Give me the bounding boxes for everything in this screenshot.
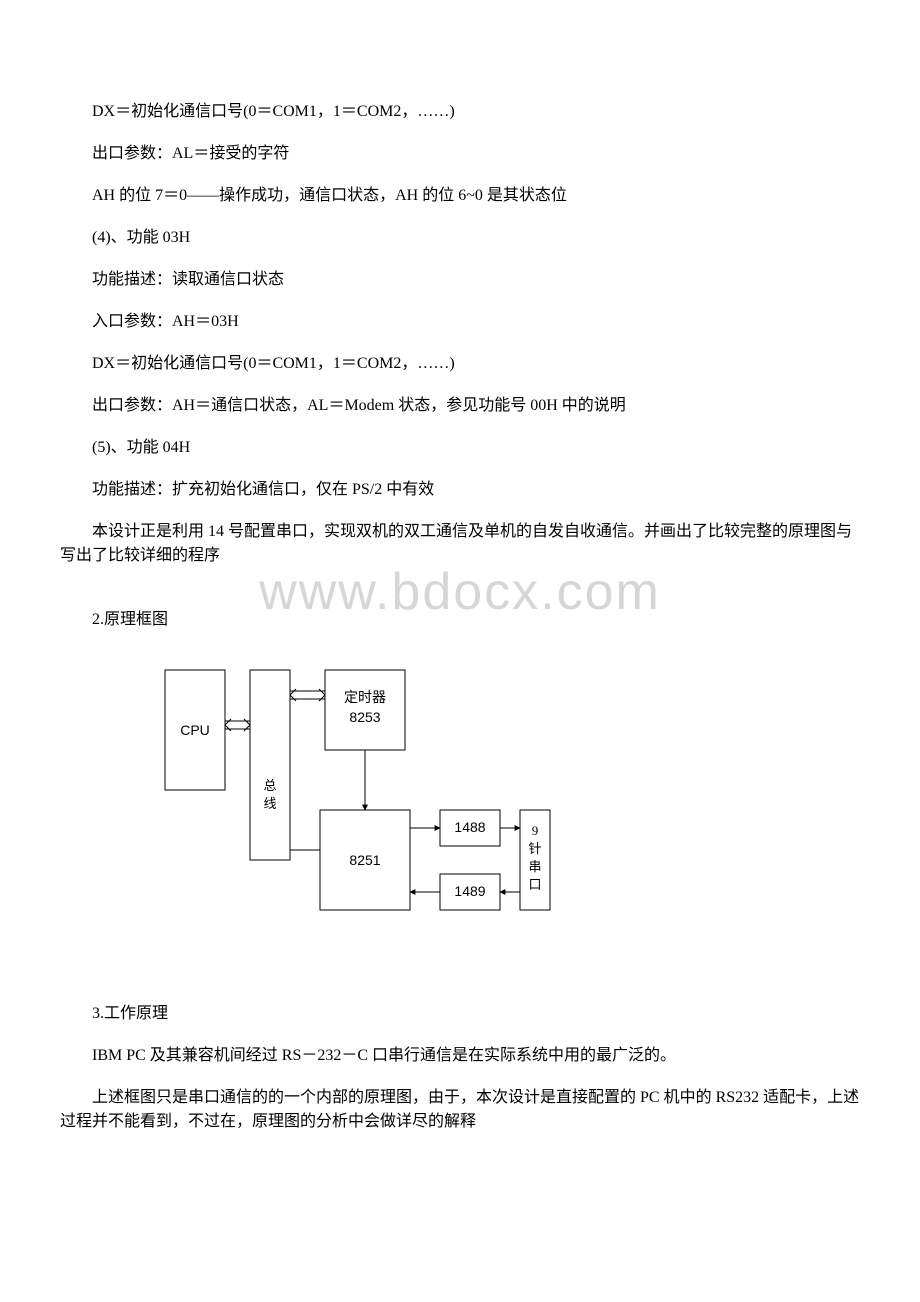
- para-ah-bit7: AH 的位 7＝0——操作成功，通信口状态，AH 的位 6~0 是其状态位: [60, 184, 860, 208]
- section-2-title: 2.原理框图: [60, 608, 860, 632]
- svg-text:线: 线: [263, 796, 276, 811]
- para-func-desc-read: 功能描述：读取通信口状态: [60, 268, 860, 292]
- para-design-summary: 本设计正是利用 14 号配置串口，实现双机的双工通信及单机的自发自收通信。并画出…: [60, 520, 860, 568]
- block-diagram: CPU 总线 定时器 8253 8251 1488 1489 9 针串口: [160, 650, 580, 950]
- para-entry-ah-03h: 入口参数：AH＝03H: [60, 310, 860, 334]
- para-dx-init-2: DX＝初始化通信口号(0＝COM1，1＝COM2，……): [60, 352, 860, 376]
- para-exit-ah-modem: 出口参数：AH＝通信口状态，AL＝Modem 状态，参见功能号 00H 中的说明: [60, 394, 860, 418]
- svg-text:CPU: CPU: [180, 722, 210, 738]
- svg-text:口: 口: [528, 877, 541, 892]
- svg-text:8253: 8253: [349, 709, 380, 725]
- para-func-desc-ext: 功能描述：扩充初始化通信口，仅在 PS/2 中有效: [60, 478, 860, 502]
- para-ibm-pc: IBM PC 及其兼容机间经过 RS－232－C 口串行通信是在实际系统中用的最…: [60, 1044, 860, 1068]
- svg-text:9: 9: [532, 823, 539, 838]
- svg-text:定时器: 定时器: [344, 689, 386, 705]
- para-dx-init-1: DX＝初始化通信口号(0＝COM1，1＝COM2，……): [60, 100, 860, 124]
- svg-text:串: 串: [528, 859, 541, 874]
- svg-text:1488: 1488: [454, 819, 485, 835]
- para-diagram-explain: 上述框图只是串口通信的的一个内部的原理图，由于，本次设计是直接配置的 PC 机中…: [60, 1086, 860, 1134]
- svg-text:针: 针: [528, 841, 541, 856]
- section-3-title: 3.工作原理: [60, 1002, 860, 1026]
- svg-text:1489: 1489: [454, 883, 485, 899]
- svg-text:总: 总: [263, 778, 276, 793]
- para-func-04h: (5)、功能 04H: [60, 436, 860, 460]
- para-exit-al: 出口参数：AL＝接受的字符: [60, 142, 860, 166]
- para-func-03h: (4)、功能 03H: [60, 226, 860, 250]
- svg-text:8251: 8251: [349, 852, 380, 868]
